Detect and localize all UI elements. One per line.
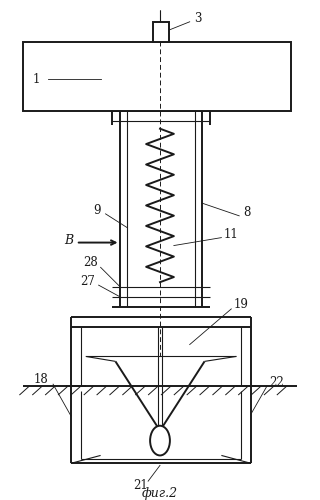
Text: фиг.2: фиг.2 — [142, 486, 178, 500]
Bar — [23, 42, 291, 111]
Ellipse shape — [150, 426, 170, 456]
Text: 9: 9 — [93, 204, 100, 218]
Bar — [153, 22, 169, 42]
Text: 8: 8 — [244, 206, 251, 220]
Text: 18: 18 — [34, 372, 49, 386]
Text: 22: 22 — [269, 376, 284, 388]
Text: 3: 3 — [194, 12, 201, 26]
Text: В: В — [64, 234, 74, 247]
Text: 28: 28 — [83, 256, 98, 269]
Text: 19: 19 — [234, 298, 249, 312]
Text: 21: 21 — [133, 478, 148, 492]
Text: 11: 11 — [224, 228, 239, 241]
Text: 1: 1 — [33, 72, 40, 86]
Text: 27: 27 — [80, 274, 95, 287]
